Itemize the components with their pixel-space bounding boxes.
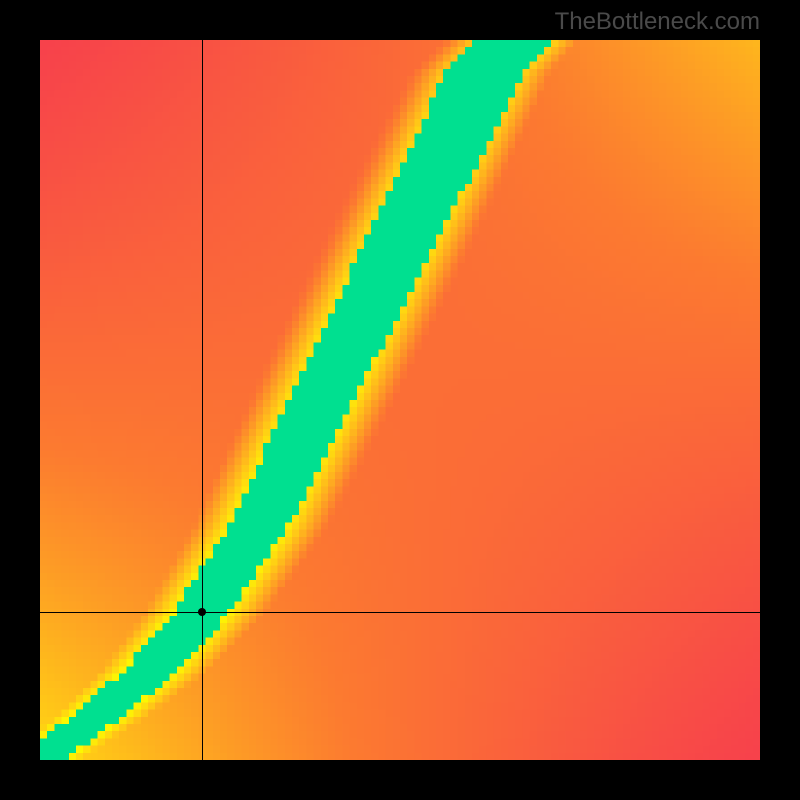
crosshair-horizontal — [40, 612, 760, 613]
heatmap-canvas — [40, 40, 760, 760]
marker-dot — [198, 608, 206, 616]
watermark-text: TheBottleneck.com — [555, 8, 760, 36]
heatmap-plot — [40, 40, 760, 760]
crosshair-vertical — [202, 40, 203, 760]
